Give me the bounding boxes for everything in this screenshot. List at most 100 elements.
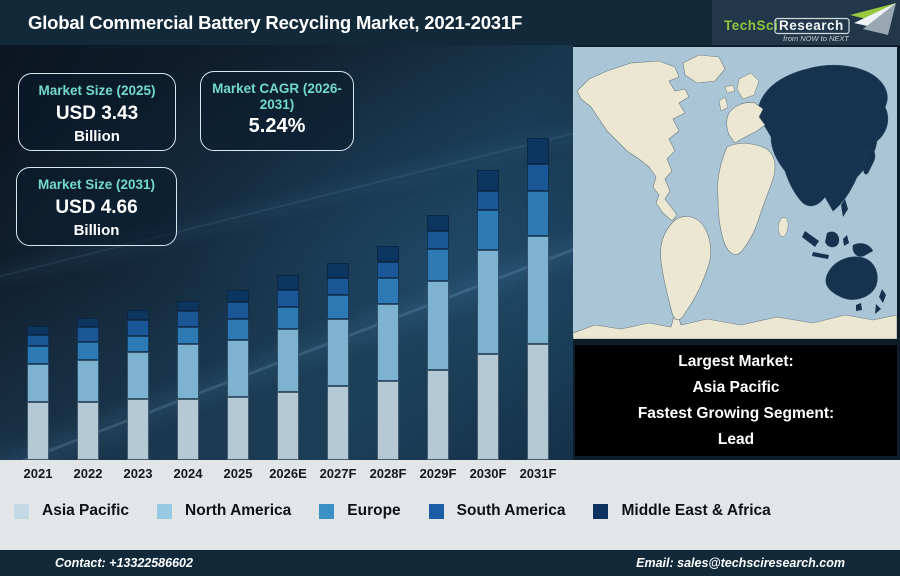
segment-europe — [227, 319, 249, 340]
map-tasmania — [856, 303, 862, 311]
segment-middle-east-africa — [427, 215, 449, 231]
card-unit: Billion — [73, 222, 120, 239]
x-axis-label-2025: 2025 — [223, 466, 253, 481]
segment-europe — [27, 346, 49, 364]
map-australia — [825, 256, 878, 300]
segment-asia-pacific — [377, 381, 399, 460]
segment-asia-pacific — [27, 402, 49, 460]
chart-panel: Market Size (2025) USD 3.43 Billion Mark… — [0, 45, 573, 460]
fastest-segment-label: Fastest Growing Segment: — [637, 404, 835, 422]
legend-swatch — [14, 503, 29, 519]
segment-north-america — [527, 236, 549, 344]
segment-europe — [77, 342, 99, 360]
segment-europe — [277, 307, 299, 329]
market-cagr-card: Market CAGR (2026-2031) 5.24% — [200, 71, 354, 151]
bar-2027F — [327, 263, 349, 460]
x-axis-label-2022: 2022 — [73, 466, 103, 481]
segment-asia-pacific — [327, 386, 349, 460]
map-europe — [726, 102, 766, 144]
techsci-logo: TechSci Research from NOW to NEXT — [712, 0, 900, 45]
map-scandinavia — [736, 72, 760, 100]
legend-item-europe: Europe — [319, 502, 401, 520]
segment-north-america — [77, 360, 99, 402]
map-java — [812, 252, 829, 259]
segment-south-america — [227, 302, 249, 319]
market-size-2025-card: Market Size (2025) USD 3.43 Billion — [18, 73, 176, 151]
bar-2029F — [427, 215, 449, 460]
legend-swatch — [319, 503, 335, 519]
map-japan — [863, 149, 876, 175]
legend-item-south-america: South America — [428, 502, 566, 520]
logo-brand-frame — [774, 17, 850, 35]
bar-2028F — [377, 246, 399, 460]
legend-label: Europe — [347, 502, 401, 519]
world-map — [572, 47, 898, 340]
segment-asia-pacific — [477, 354, 499, 460]
card-value: USD 3.43 — [55, 103, 139, 124]
segment-south-america — [177, 311, 199, 327]
segment-middle-east-africa — [77, 318, 99, 327]
segment-europe — [527, 191, 549, 236]
segment-north-america — [127, 352, 149, 399]
segment-middle-east-africa — [127, 310, 149, 320]
segment-north-america — [177, 344, 199, 399]
x-axis-label-2030F: 2030F — [469, 466, 507, 481]
logo-brand-primary: TechSci — [724, 18, 778, 33]
largest-market-value: Asia Pacific — [692, 378, 780, 396]
segment-asia-pacific — [77, 402, 99, 460]
segment-asia-pacific — [427, 370, 449, 460]
segment-north-america — [377, 304, 399, 381]
segment-middle-east-africa — [277, 275, 299, 290]
segment-middle-east-africa — [377, 246, 399, 262]
map-philippines — [841, 199, 848, 217]
segment-north-america — [477, 250, 499, 354]
world-map-graphic — [572, 47, 898, 340]
legend-swatch — [157, 503, 173, 519]
segment-south-america — [127, 320, 149, 336]
segment-middle-east-africa — [527, 138, 549, 164]
legend-label: North America — [185, 502, 292, 519]
segment-middle-east-africa — [477, 170, 499, 191]
card-title: Market Size (2025) — [38, 83, 156, 98]
segment-north-america — [277, 329, 299, 392]
segment-south-america — [427, 231, 449, 249]
legend-label: Asia Pacific — [42, 502, 130, 519]
segment-north-america — [327, 319, 349, 386]
bar-2026E — [277, 275, 299, 460]
legend-label: South America — [456, 502, 566, 519]
contact-phone: Contact: +13322586602 — [55, 556, 193, 570]
chart-legend: Asia Pacific North America Europe South Ame… — [14, 502, 771, 520]
contact-email: Email: sales@techsciresearch.com — [636, 556, 845, 570]
segment-south-america — [377, 262, 399, 278]
segment-europe — [427, 249, 449, 281]
segment-south-america — [77, 327, 99, 342]
segment-north-america — [227, 340, 249, 397]
segment-asia-pacific — [277, 392, 299, 460]
legend-label: Middle East & Africa — [621, 502, 771, 519]
logo-brand-secondary: Research — [779, 18, 844, 33]
segment-south-america — [27, 335, 49, 346]
segment-europe — [327, 295, 349, 319]
card-title: Market CAGR (2026-2031) — [212, 81, 342, 112]
map-south-america — [660, 216, 712, 321]
segment-europe — [127, 336, 149, 352]
x-axis-label-2028F: 2028F — [369, 466, 407, 481]
segment-north-america — [27, 364, 49, 402]
map-new-zealand — [875, 304, 881, 314]
logo-graphic: TechSci Research from NOW to NEXT — [712, 0, 900, 45]
map-madagascar — [777, 217, 789, 237]
bar-2024 — [177, 301, 199, 460]
segment-asia-pacific — [127, 399, 149, 460]
segment-middle-east-africa — [27, 326, 49, 335]
logo-tagline: from NOW to NEXT — [783, 34, 850, 43]
segment-north-america — [427, 281, 449, 370]
card-title: Market Size (2031) — [37, 177, 156, 192]
card-unit: Billion — [74, 128, 120, 145]
x-axis-label-2031F: 2031F — [519, 466, 557, 481]
segment-middle-east-africa — [177, 301, 199, 311]
market-size-2031-card: Market Size (2031) USD 4.66 Billion — [16, 167, 177, 246]
card-value: USD 4.66 — [55, 197, 138, 218]
segment-europe — [477, 210, 499, 250]
legend-item-asia-pacific: Asia Pacific — [14, 502, 129, 520]
map-sulawesi — [843, 235, 849, 246]
